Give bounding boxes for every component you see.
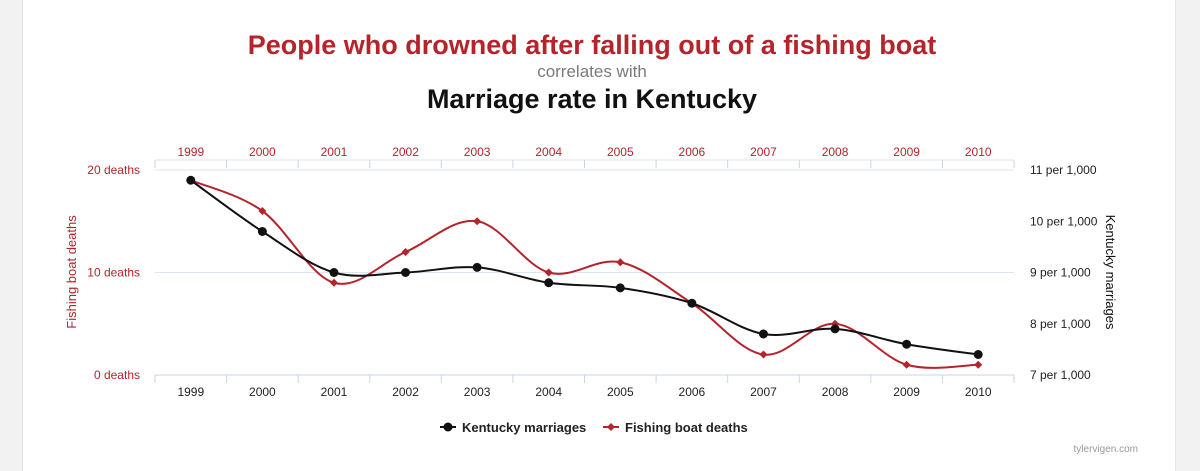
left-y-tick-label: 0 deaths (94, 368, 140, 382)
bottom-x-tick-label: 2003 (464, 385, 491, 399)
series-layer (186, 175, 983, 369)
bottom-x-tick-label: 2008 (822, 385, 849, 399)
marriage-data-point (758, 329, 768, 339)
legend-label: Fishing boat deaths (625, 420, 748, 435)
fishing-data-point (401, 248, 410, 256)
left-axis-title: Fishing boat deaths (64, 215, 79, 329)
right-y-tick-label: 10 per 1,000 (1030, 214, 1098, 228)
fishing-data-point (473, 217, 482, 226)
left-y-tick-label: 10 deaths (87, 266, 140, 280)
left-y-tick-label: 20 deaths (87, 163, 140, 177)
grid-layer (155, 169, 1014, 376)
marriage-data-point (544, 278, 554, 288)
right-y-tick-label: 8 per 1,000 (1030, 317, 1091, 331)
marriage-data-point (329, 268, 339, 277)
axis-layer: 1999 1999 2000 2000 2001 2001 2002 2002 2003 2003… (87, 145, 1097, 399)
top-x-tick-label: 2001 (321, 145, 348, 159)
legend-label: Kentucky marriages (462, 420, 586, 435)
chart-subtitle: Marriage rate in Kentucky (426, 84, 758, 114)
bottom-x-tick-label: 1999 (177, 385, 204, 399)
fishing-data-point (616, 258, 625, 267)
right-y-tick-label: 9 per 1,000 (1030, 266, 1091, 280)
bottom-x-tick-label: 2004 (535, 385, 562, 399)
bottom-x-tick-label: 2006 (679, 385, 706, 399)
top-x-tick-label: 2010 (965, 145, 992, 159)
credit-text: tylervigen.com (1073, 444, 1138, 455)
top-x-tick-label: 2004 (535, 145, 562, 159)
right-y-tick-label: 11 per 1,000 (1030, 163, 1097, 177)
bottom-x-tick-label: 2009 (893, 385, 920, 399)
fishing-data-point (544, 268, 553, 277)
fishing-data-point (974, 360, 983, 369)
bottom-x-tick-label: 2010 (965, 385, 992, 399)
top-x-tick-label: 2005 (607, 145, 634, 159)
legend-swatch-marker (443, 422, 453, 432)
marriage-data-point (257, 227, 267, 236)
bottom-x-tick-label: 2007 (750, 385, 777, 399)
chart-title: People who drowned after falling out of … (247, 30, 937, 60)
legend-item[interactable]: Kentucky marriages (440, 420, 586, 435)
marriage-data-point (830, 324, 840, 334)
right-y-tick-label: 7 per 1,000 (1030, 368, 1091, 382)
bottom-x-tick-label: 2002 (392, 385, 419, 399)
legend[interactable]: Kentucky marriages Fishing boat deaths (440, 420, 748, 435)
fishing-data-point (258, 207, 267, 215)
top-x-tick-label: 2008 (822, 145, 849, 159)
legend-item[interactable]: Fishing boat deaths (603, 420, 748, 435)
marriage-data-point (687, 298, 697, 308)
bottom-x-tick-label: 2000 (249, 385, 276, 399)
bottom-x-tick-label: 2005 (607, 385, 634, 399)
marriage-data-point (186, 175, 196, 185)
top-x-tick-label: 1999 (177, 145, 204, 159)
top-x-tick-label: 2002 (392, 145, 419, 159)
top-x-tick-label: 2000 (249, 145, 276, 159)
fishing-data-point (902, 360, 911, 369)
fishing-data-point (759, 350, 768, 359)
chart-connector-text: correlates with (537, 62, 647, 81)
chart-panel (22, 0, 1176, 471)
legend-swatch-marker (607, 423, 615, 431)
top-x-tick-label: 2007 (750, 145, 777, 159)
right-axis-title: Kentucky marriages (1103, 215, 1118, 330)
fishing-data-point (329, 278, 338, 287)
marriage-data-point (401, 268, 411, 277)
bottom-x-tick-label: 2001 (321, 385, 348, 399)
top-x-tick-label: 2006 (679, 145, 706, 159)
fishing-series-line (190, 179, 979, 369)
top-x-tick-label: 2003 (464, 145, 491, 159)
marriage-data-point (615, 283, 625, 293)
marriage-data-point (472, 262, 482, 272)
marriage-data-point (973, 350, 983, 359)
top-x-tick-label: 2009 (893, 145, 920, 159)
marriage-data-point (902, 339, 912, 349)
